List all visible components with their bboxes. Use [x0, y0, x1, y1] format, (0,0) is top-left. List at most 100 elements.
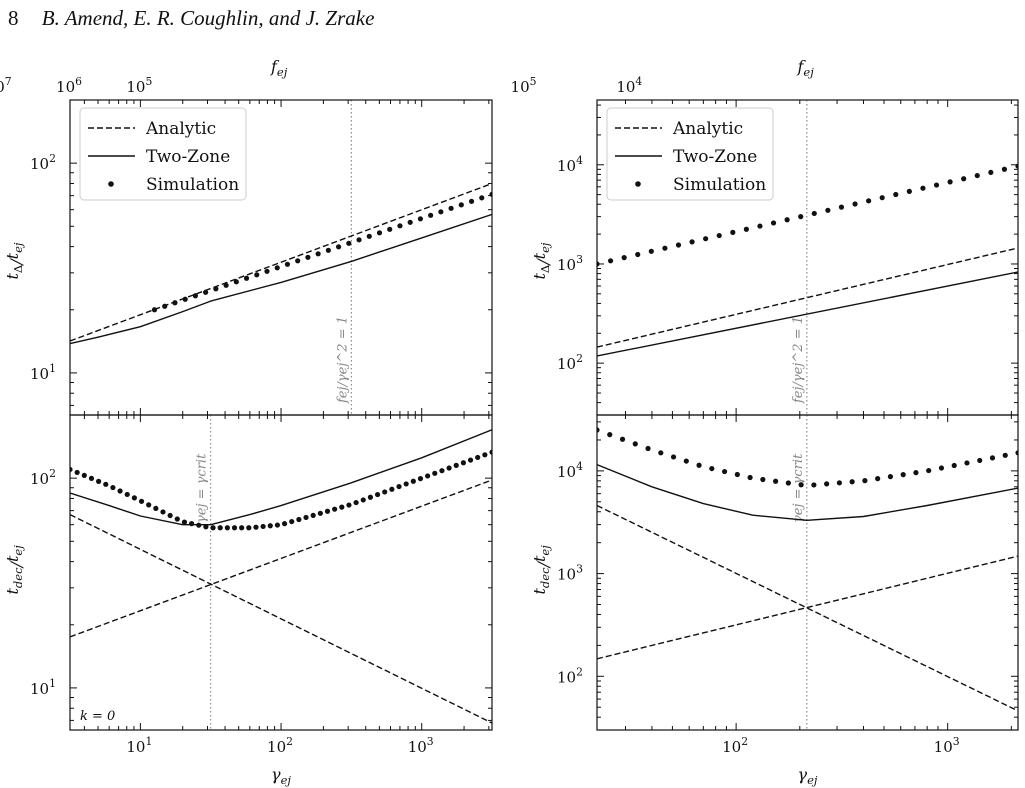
- simulation-point: [103, 481, 109, 487]
- simulation-point: [231, 525, 238, 531]
- simulation-point: [489, 449, 492, 455]
- simulation-point: [632, 441, 638, 447]
- simulation-point: [188, 521, 195, 527]
- x-axis-label: γej: [271, 765, 291, 787]
- simulation-point: [376, 230, 383, 236]
- y-tick-label: 101: [30, 677, 56, 698]
- simulation-point: [446, 465, 452, 471]
- simulation-point: [479, 195, 485, 201]
- simulation-point: [213, 286, 219, 292]
- y-tick-label: 102: [30, 467, 56, 488]
- simulation-point: [332, 506, 338, 512]
- top-tick-label: 106: [56, 75, 82, 96]
- simulation-point: [1001, 166, 1008, 172]
- simulation-point: [339, 504, 345, 510]
- simulation-point: [151, 307, 158, 313]
- simulation-point: [757, 223, 763, 229]
- simulation-point: [233, 279, 239, 285]
- legend-label: Analytic: [672, 119, 743, 139]
- simulation-point: [224, 525, 230, 531]
- simulation-point: [181, 519, 188, 525]
- simulation-point: [448, 205, 454, 211]
- simulation-point: [167, 512, 173, 519]
- y-tick-label: 104: [557, 460, 583, 481]
- simulation-point: [938, 465, 945, 471]
- y-tick-label: 103: [557, 253, 583, 274]
- simulation-point: [607, 258, 614, 264]
- y-tick-label: 104: [557, 154, 583, 175]
- simulation-point: [785, 480, 791, 486]
- simulation-point: [703, 236, 709, 242]
- annotation-text: γej = γcrit: [195, 453, 210, 523]
- legend-swatch-simulation: [108, 181, 114, 187]
- y-tick-label: 101: [30, 362, 56, 383]
- simulation-point: [174, 516, 180, 522]
- simulation-point: [360, 497, 366, 503]
- simulation-point: [172, 300, 178, 306]
- simulation-point: [926, 467, 932, 474]
- panel-top-left: fej/γej^2 = 1 Analytic Two-Zone Simulation: [69, 99, 493, 416]
- annotation-text: k = 0: [80, 709, 115, 724]
- x-axis-label: γej: [798, 765, 818, 787]
- simulation-point: [683, 458, 689, 464]
- simulation-point: [824, 481, 830, 487]
- y-tick-label: 102: [557, 352, 583, 373]
- simulation-point: [467, 457, 474, 463]
- series-group: [597, 427, 1018, 712]
- y-axis-label: tΔ/tej: [530, 242, 553, 279]
- simulation-point: [974, 172, 980, 179]
- simulation-point: [475, 454, 481, 461]
- author-line: B. Amend, E. R. Coughlin, and J. Zrake: [41, 6, 375, 30]
- simulation-point: [482, 452, 488, 458]
- simulation-point: [296, 516, 302, 523]
- simulation-point: [458, 202, 464, 208]
- simulation-point: [246, 525, 252, 531]
- simulation-point: [289, 518, 295, 525]
- simulation-point: [734, 471, 740, 478]
- simulation-point: [305, 254, 311, 260]
- panel-bottom-right: γej = γcrit: [596, 414, 1019, 731]
- simulation-point: [460, 460, 466, 466]
- simulation-point: [879, 195, 885, 201]
- simulation-point: [875, 476, 881, 482]
- analytic-line: [597, 247, 1018, 348]
- simulation-point: [70, 466, 73, 473]
- simulation-point: [1015, 450, 1018, 456]
- simulation-point: [645, 445, 651, 452]
- simulation-point: [836, 480, 842, 486]
- simulation-point: [825, 207, 831, 213]
- simulation-point: [254, 272, 260, 278]
- analytic-line: [597, 555, 1018, 660]
- simulation-point: [325, 247, 331, 253]
- simulation-point: [131, 495, 137, 501]
- y-tick-label: 102: [30, 152, 56, 173]
- simulation-point: [913, 470, 919, 476]
- simulation-point: [162, 303, 168, 309]
- panel-frame: [69, 414, 493, 731]
- simulation-point: [117, 488, 123, 494]
- simulation-point: [489, 191, 492, 197]
- simulation-point: [453, 462, 459, 468]
- simulation-point: [239, 525, 245, 531]
- simulation-point: [1002, 452, 1008, 458]
- simulation-point: [182, 296, 188, 302]
- analytic-line: [70, 479, 492, 638]
- simulation-point: [353, 499, 359, 506]
- simulation-point: [138, 498, 145, 504]
- simulation-point: [988, 169, 994, 176]
- simulation-point: [335, 244, 342, 250]
- simulation-point: [223, 282, 229, 288]
- two-zone-line: [70, 429, 492, 526]
- simulation-point: [862, 478, 868, 484]
- simulation-point: [346, 502, 352, 508]
- simulation-point: [396, 483, 402, 490]
- legend-label: Two-Zone: [146, 147, 230, 167]
- simulation-point: [468, 198, 475, 204]
- simulation-point: [689, 239, 695, 245]
- simulation-point: [721, 468, 728, 475]
- simulation-point: [274, 265, 280, 271]
- y-tick-label: 103: [557, 563, 583, 584]
- simulation-point: [387, 226, 393, 232]
- simulation-point: [951, 462, 957, 469]
